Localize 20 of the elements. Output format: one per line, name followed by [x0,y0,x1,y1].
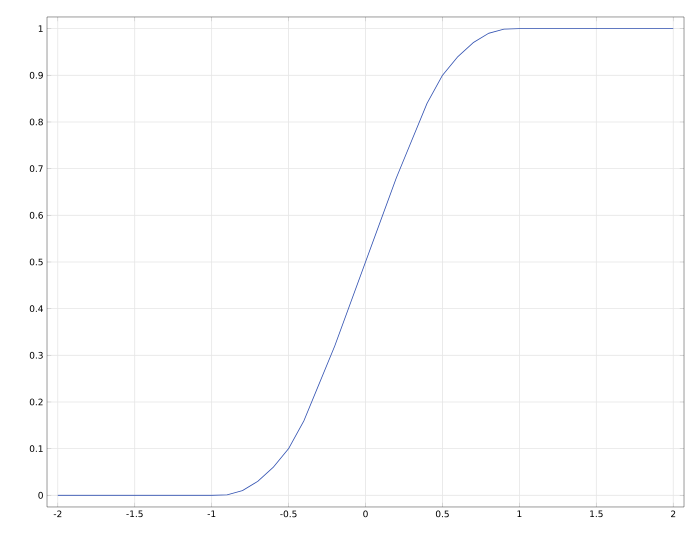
y-tick-label: 0.8 [30,118,43,126]
y-tick-label: 0.4 [30,305,43,312]
y-tick-label: 0.7 [30,165,43,172]
y-tick-label: 0.2 [30,398,43,406]
y-tick-label: 0.3 [30,352,43,359]
x-tick-label: 1 [518,510,522,518]
y-tick-label: 0.6 [30,212,43,219]
x-tick-label: -1 [208,510,216,518]
x-tick-label: 0 [363,510,368,518]
y-tick-label: 0 [38,492,43,499]
y-tick-label: 0.1 [30,445,43,452]
x-tick-label: 2 [671,510,676,518]
y-tick-label: 1 [38,25,43,32]
x-tick-label: -2 [54,510,62,518]
y-tick-label: 0.9 [30,72,43,79]
x-tick-label: 0.5 [436,510,449,518]
x-tick-label: -0.5 [280,510,297,518]
y-tick-label: 0.5 [30,258,43,266]
x-tick-label: 1.5 [590,510,603,518]
x-tick-label: -1.5 [126,510,143,518]
